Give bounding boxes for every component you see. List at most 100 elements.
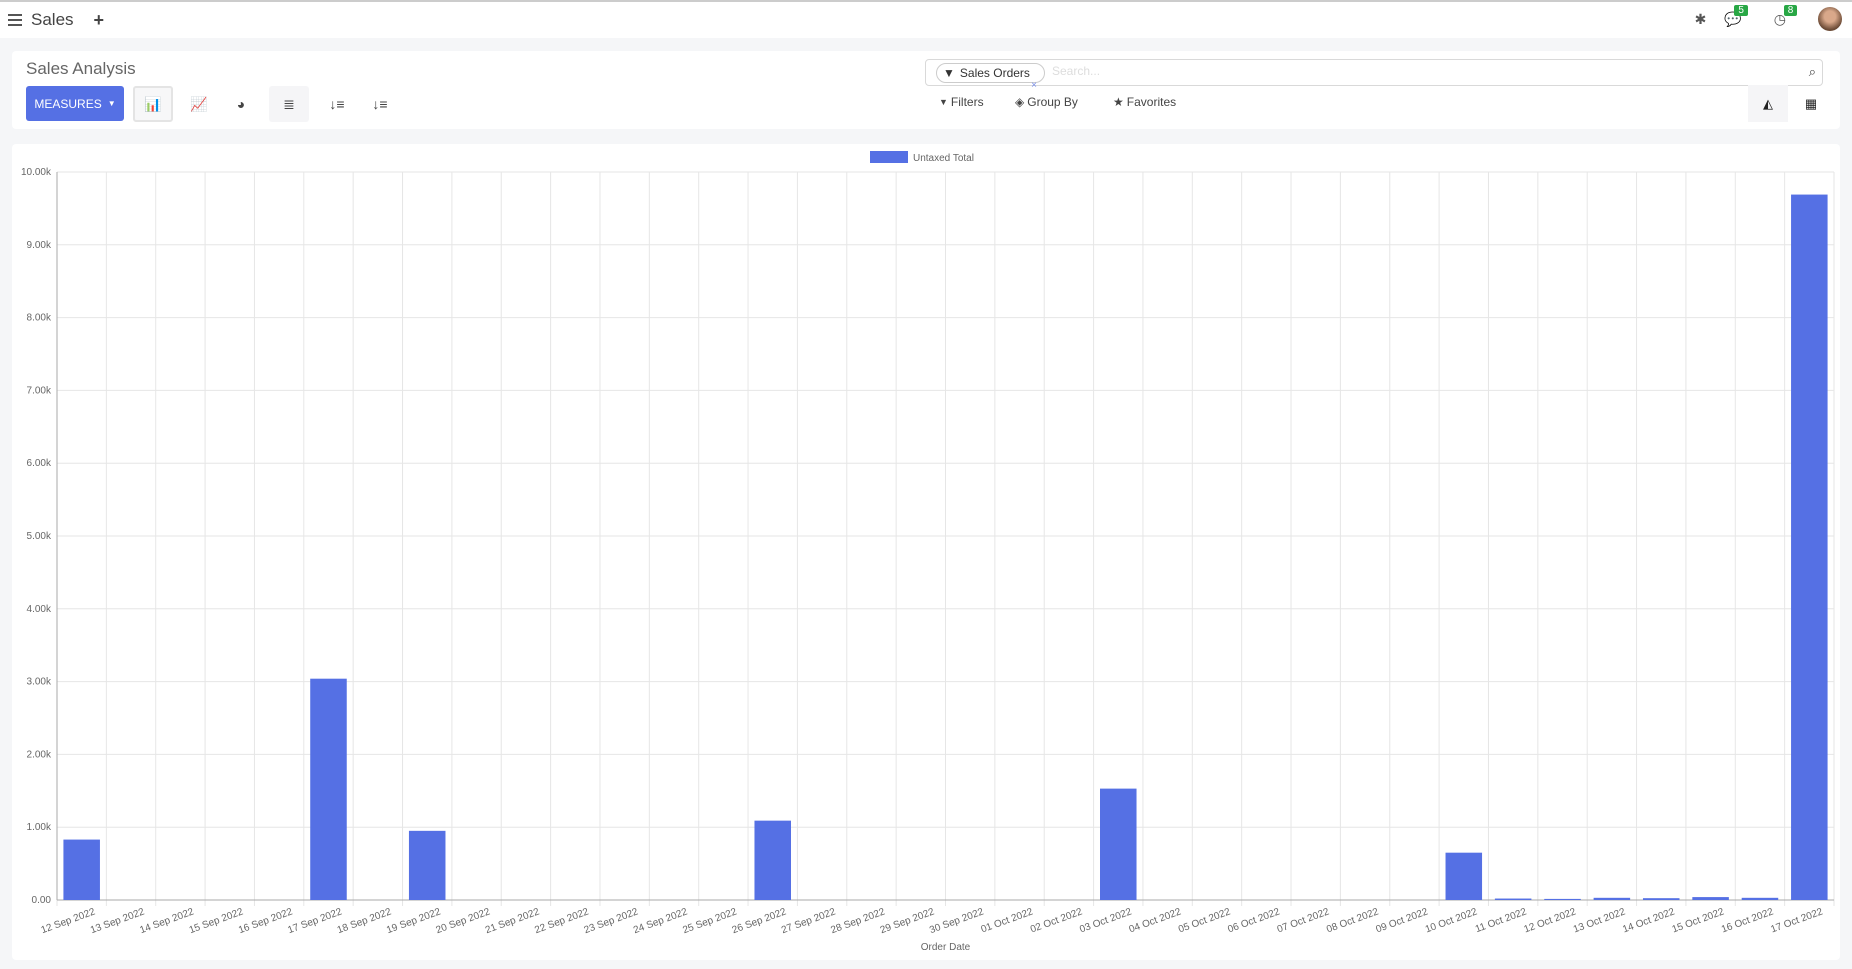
user-avatar[interactable] <box>1818 7 1842 31</box>
page-title: Sales Analysis <box>26 59 136 78</box>
bar <box>1642 898 1680 900</box>
x-tick-label: 13 Sep 2022 <box>89 906 146 936</box>
facet-label: Sales Orders <box>959 66 1030 80</box>
chart-card: 0.00 1.00k 2.00k 3.00k 4.00k 5.00k 6.00k 7.00k 8… <box>12 144 1840 960</box>
filters-button[interactable]: ▼ Filters <box>939 95 984 109</box>
measures-button[interactable]: MEASURES ▼ <box>26 86 124 121</box>
table-grid-icon: ▦ <box>1804 95 1818 111</box>
bar-chart-icon: 📊 <box>144 95 162 112</box>
search-icon[interactable]: ⌕ <box>1808 64 1816 79</box>
filter-icon: ▼ <box>943 66 955 80</box>
x-tick-label: 05 Oct 2022 <box>1177 906 1232 935</box>
app-title: Sales <box>31 10 74 29</box>
bar <box>1544 898 1581 900</box>
x-tick-label: 26 Sep 2022 <box>731 906 788 936</box>
sort-descending-icon: ↓≡ <box>329 96 345 112</box>
legend-label: Untaxed Total <box>913 153 974 164</box>
bar <box>1791 194 1828 900</box>
y-tick-label: 6.00k <box>27 458 52 469</box>
x-tick-label: 28 Sep 2022 <box>829 906 886 936</box>
x-tick-label: 06 Oct 2022 <box>1226 906 1281 935</box>
measures-label: MEASURES <box>34 96 102 111</box>
x-tick-label: 15 Oct 2022 <box>1671 906 1726 935</box>
y-tick-label: 10.00k <box>21 167 52 178</box>
bar <box>1692 897 1729 900</box>
y-tick-label: 5.00k <box>27 531 52 542</box>
star-icon: ★ <box>1113 95 1124 109</box>
y-tick-label: 8.00k <box>27 313 52 324</box>
x-tick-label: 07 Oct 2022 <box>1276 906 1331 935</box>
x-tick-label: 23 Sep 2022 <box>583 906 640 936</box>
bug-icon[interactable]: ✱ <box>1694 10 1707 27</box>
x-tick-label: 19 Sep 2022 <box>385 906 442 936</box>
layers-icon: ◈ <box>1015 95 1025 109</box>
control-panel: Sales Analysis MEASURES ▼ 📊 📈 ◕ ≣ ↓≡ ↓≡ ▼… <box>12 51 1840 129</box>
x-tick-label: 10 Oct 2022 <box>1424 906 1479 935</box>
y-tick-label: 1.00k <box>27 822 52 833</box>
x-axis-label: Order Date <box>921 942 971 953</box>
bar <box>1100 788 1137 900</box>
y-tick-label: 7.00k <box>27 385 52 396</box>
search-facet[interactable]: ▼ Sales Orders × <box>936 63 1045 91</box>
x-tick-label: 21 Sep 2022 <box>484 906 541 936</box>
y-tick-label: 0.00 <box>32 895 52 906</box>
pie-chart-button[interactable]: ◕ <box>221 86 261 122</box>
x-tick-label: 01 Oct 2022 <box>980 906 1035 935</box>
x-tick-label: 03 Oct 2022 <box>1078 906 1133 935</box>
x-tick-label: 13 Oct 2022 <box>1572 906 1627 935</box>
group-by-button[interactable]: ◈ Group By <box>1015 95 1078 109</box>
y-tick-label: 3.00k <box>27 677 52 688</box>
bar <box>1593 897 1631 900</box>
x-tick-label: 25 Sep 2022 <box>681 906 738 936</box>
x-tick-label: 04 Oct 2022 <box>1128 906 1183 935</box>
line-chart-icon: 📈 <box>190 95 208 112</box>
bar <box>408 830 446 900</box>
y-tick-label: 4.00k <box>27 604 52 615</box>
top-navbar: Sales + ✱ 💬 5 ◷ 8 <box>0 2 1852 38</box>
line-chart-button[interactable]: 📈 <box>179 86 219 122</box>
x-tick-label: 17 Sep 2022 <box>286 906 343 936</box>
y-tick-label: 2.00k <box>27 749 52 760</box>
x-tick-label: 27 Sep 2022 <box>780 906 837 936</box>
messages-icon[interactable]: 💬 5 <box>1724 4 1748 28</box>
area-chart-icon: ◭ <box>1763 95 1773 111</box>
legend-swatch <box>870 151 908 163</box>
filter-icon: ▼ <box>939 97 948 107</box>
bar-chart-button[interactable]: 📊 <box>133 86 173 122</box>
x-tick-label: 09 Oct 2022 <box>1374 906 1429 935</box>
graph-view-button[interactable]: ◭ <box>1748 85 1788 122</box>
x-tick-label: 20 Sep 2022 <box>435 906 492 936</box>
x-tick-label: 12 Sep 2022 <box>40 906 97 936</box>
database-stack-icon: ≣ <box>283 95 295 112</box>
x-tick-label: 24 Sep 2022 <box>632 906 689 936</box>
plus-icon[interactable]: + <box>93 9 105 30</box>
messages-badge: 5 <box>1734 4 1748 16</box>
activities-clock-icon[interactable]: ◷ 8 <box>1774 4 1798 28</box>
group-by-label: Group By <box>1027 95 1078 109</box>
bar <box>1445 852 1483 900</box>
search-input[interactable] <box>1052 64 1752 78</box>
y-tick-label: 9.00k <box>27 240 52 251</box>
x-tick-label: 30 Sep 2022 <box>928 906 985 936</box>
hamburger-menu-icon[interactable] <box>8 14 22 26</box>
x-tick-label: 02 Oct 2022 <box>1029 906 1084 935</box>
x-tick-label: 15 Sep 2022 <box>188 906 245 936</box>
remove-facet-icon[interactable]: × <box>1031 80 1037 91</box>
x-tick-label: 14 Oct 2022 <box>1621 906 1676 935</box>
favorites-label: Favorites <box>1126 95 1177 109</box>
stacked-button[interactable]: ≣ <box>269 86 309 122</box>
bar <box>63 839 100 900</box>
pivot-view-button[interactable]: ▦ <box>1791 85 1831 122</box>
x-tick-label: 12 Oct 2022 <box>1523 906 1578 935</box>
caret-down-icon: ▼ <box>107 99 116 108</box>
bar <box>1494 898 1532 900</box>
x-tick-label: 17 Oct 2022 <box>1769 906 1824 935</box>
sort-descending-button[interactable]: ↓≡ <box>317 86 357 122</box>
x-tick-label: 16 Sep 2022 <box>237 906 294 936</box>
favorites-button[interactable]: ★ Favorites <box>1113 95 1176 109</box>
x-tick-label: 22 Sep 2022 <box>533 906 590 936</box>
x-tick-label: 18 Sep 2022 <box>336 906 393 936</box>
search-bar: ▼ Sales Orders× ⌕ <box>925 59 1823 91</box>
filters-label: Filters <box>950 95 984 109</box>
sort-ascending-button[interactable]: ↓≡ <box>360 86 400 122</box>
